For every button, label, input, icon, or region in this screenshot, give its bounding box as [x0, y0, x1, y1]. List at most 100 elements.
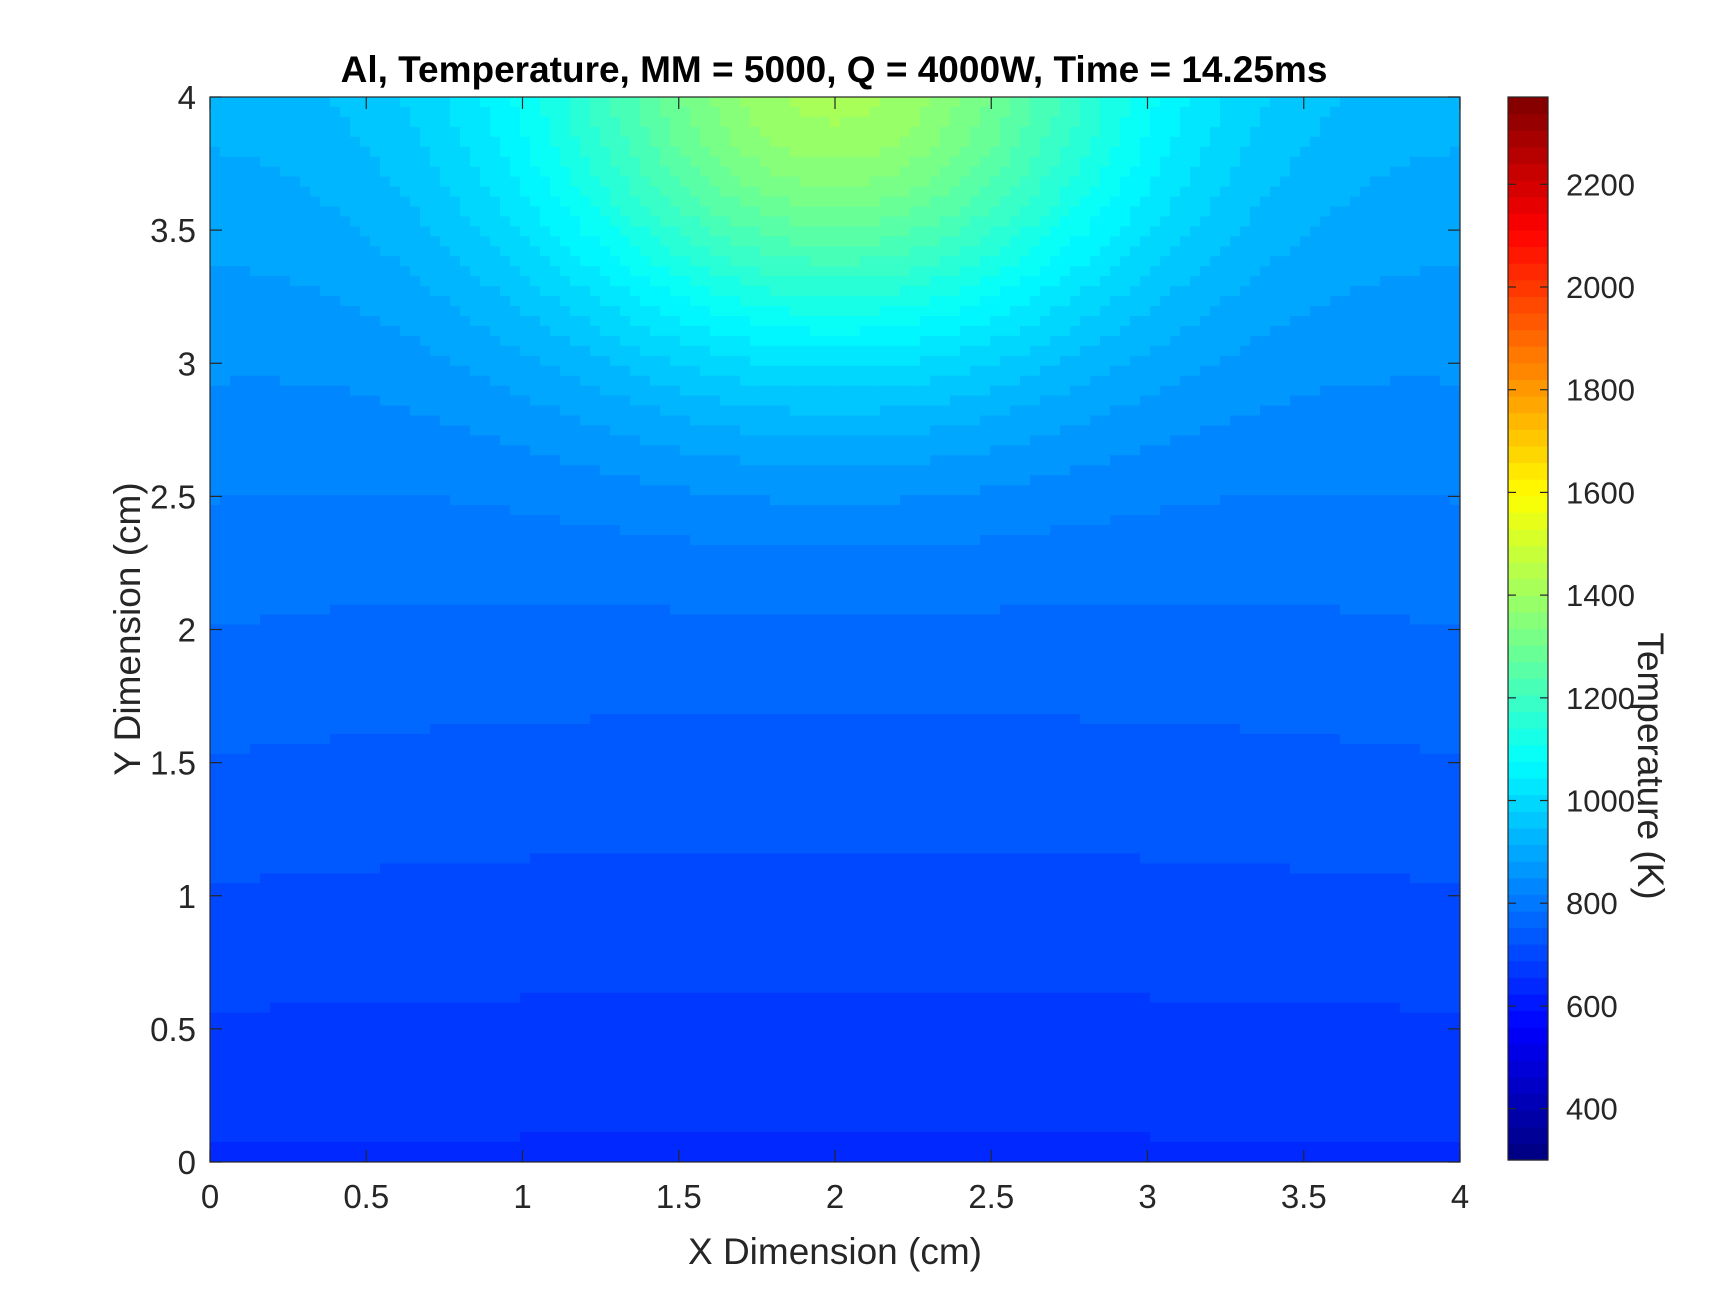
contour-cell — [720, 475, 731, 486]
contour-cell — [630, 236, 641, 247]
contour-cell — [810, 465, 821, 476]
contour-cell — [1110, 246, 1121, 257]
contour-cell — [900, 186, 911, 198]
contour-cell — [1380, 475, 1391, 486]
contour-cell — [1230, 345, 1241, 357]
contour-cell — [1270, 475, 1281, 486]
contour-cell — [1280, 395, 1291, 407]
contour-cell — [1040, 156, 1051, 168]
contour-cell — [1220, 455, 1231, 466]
contour-cell — [1110, 266, 1121, 277]
contour-cell — [1310, 126, 1321, 138]
contour-cell — [960, 176, 971, 188]
contour-cell — [960, 216, 971, 227]
contour-cell — [570, 345, 581, 357]
contour-cell — [620, 286, 631, 297]
contour-cell — [390, 206, 401, 218]
contour-cell — [1340, 176, 1351, 188]
contour-cell — [1000, 166, 1011, 178]
contour-cell — [1320, 196, 1331, 208]
contour-cell — [1360, 126, 1371, 138]
contour-cell — [670, 415, 681, 427]
contour-cell — [1170, 216, 1181, 227]
contour-cell — [670, 405, 681, 417]
contour-cell — [980, 196, 991, 208]
contour-cell — [930, 156, 941, 168]
contour-cell — [860, 345, 871, 357]
contour-cell — [570, 375, 581, 387]
contour-cell — [990, 196, 1001, 208]
contour-cell — [1320, 97, 1331, 108]
contour-cell — [1160, 385, 1171, 397]
contour-cell — [1320, 405, 1331, 417]
contour-cell — [1410, 286, 1421, 297]
contour-cell — [520, 106, 531, 118]
contour-cell — [1030, 335, 1041, 347]
contour-cell — [1040, 435, 1051, 446]
contour-cell — [1370, 276, 1381, 287]
contour-cell — [480, 345, 491, 357]
contour-cell — [380, 365, 391, 377]
contour-cell — [1150, 435, 1161, 446]
contour-cell — [950, 246, 961, 257]
contour-cell — [430, 385, 441, 397]
contour-cell — [400, 306, 411, 317]
contour-cell — [970, 286, 981, 297]
contour-cell — [470, 156, 481, 168]
contour-cell — [710, 365, 721, 377]
contour-cell — [480, 196, 491, 208]
contour-cell — [450, 335, 461, 347]
contour-cell — [410, 196, 421, 208]
contour-cell — [1370, 186, 1381, 198]
contour-cell — [440, 405, 451, 417]
contour-cell — [720, 116, 731, 128]
contour-cell — [1090, 485, 1101, 496]
contour-cell — [1280, 116, 1291, 128]
contour-cell — [1300, 325, 1311, 337]
contour-cell — [780, 435, 791, 446]
contour-cell — [770, 186, 781, 198]
contour-cell — [1100, 465, 1111, 476]
contour-cell — [1190, 355, 1201, 367]
contour-cell — [280, 97, 291, 108]
contour-cell — [510, 256, 521, 267]
contour-cell — [610, 296, 621, 307]
contour-cell — [1130, 335, 1141, 347]
contour-cell — [1070, 236, 1081, 247]
contour-cell — [980, 355, 991, 367]
contour-cell — [1300, 156, 1311, 168]
contour-cell — [560, 415, 571, 427]
contour-cell — [1110, 445, 1121, 456]
contour-cell — [410, 405, 421, 417]
contour-cell — [1380, 276, 1391, 287]
contour-cell — [470, 286, 481, 297]
contour-cell — [870, 206, 881, 218]
contour-cell — [690, 455, 701, 466]
contour-cell — [1030, 385, 1041, 397]
contour-cell — [800, 325, 811, 337]
contour-cell — [1370, 196, 1381, 208]
contour-cell — [740, 97, 751, 108]
contour-cell — [1280, 226, 1291, 237]
contour-cell — [290, 455, 301, 466]
contour-cell — [1300, 256, 1311, 267]
contour-cell — [1050, 405, 1061, 417]
contour-cell — [1180, 256, 1191, 267]
contour-cell — [360, 176, 371, 188]
contour-cell — [410, 365, 421, 377]
contour-cell — [1440, 365, 1451, 377]
contour-cell — [270, 166, 281, 178]
contour-cell — [460, 335, 471, 347]
contour-cell — [1320, 106, 1331, 118]
contour-cell — [1350, 335, 1361, 347]
contour-cell — [910, 136, 921, 148]
contour-cell — [1290, 206, 1301, 218]
contour-cell — [250, 146, 261, 158]
contour-cell — [1150, 186, 1161, 198]
contour-cell — [1010, 196, 1021, 208]
contour-cell — [910, 166, 921, 178]
contour-cell — [220, 345, 231, 357]
contour-cell — [1210, 136, 1221, 148]
contour-cell — [480, 425, 491, 437]
contour-cell — [1370, 445, 1381, 456]
